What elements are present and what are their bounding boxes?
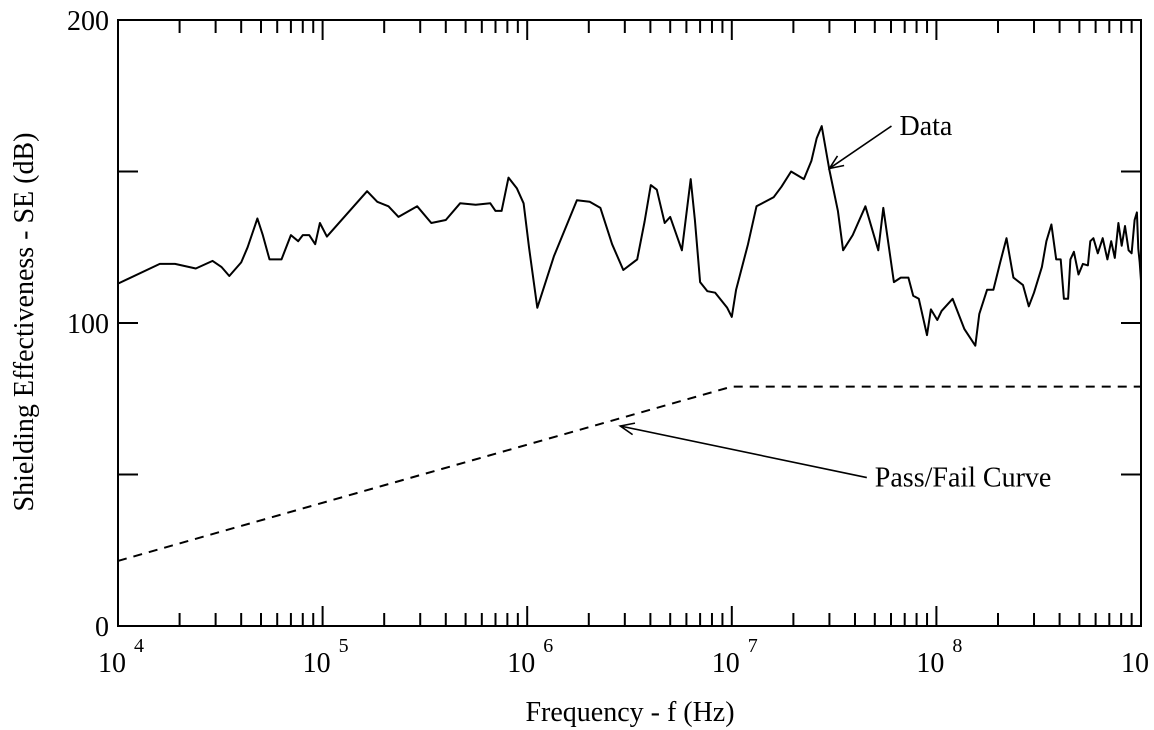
plot-frame [117, 19, 1142, 627]
x-tick-label: 10 [1121, 648, 1149, 679]
annotation-label: Pass/Fail Curve [875, 463, 1052, 494]
annotation-arrow-line [828, 125, 892, 170]
y-axis-label: Shielding Effectiveness - SE (dB) [9, 133, 40, 512]
annotation-label: Data [899, 111, 952, 142]
x-tick-exponent: 8 [952, 635, 962, 657]
data-series-line [117, 125, 1142, 347]
y-tick-label: 100 [67, 309, 109, 340]
annotation-arrowhead [827, 155, 845, 170]
annotation-arrowhead [618, 422, 636, 436]
x-tick-label: 10 [303, 648, 331, 679]
x-tick-label: 10 [916, 648, 944, 679]
x-tick-exponent: 5 [339, 635, 349, 657]
annotations: Data Pass/Fail Curve [618, 111, 1052, 494]
x-tick-label: 10 [98, 648, 126, 679]
axes: 1041051061071081090100200 [67, 6, 1149, 679]
x-tick-label: 10 [507, 648, 535, 679]
x-tick-exponent: 6 [543, 635, 553, 657]
y-tick-label: 0 [95, 612, 109, 643]
annotation-arrow-line [620, 425, 867, 479]
y-tick-label: 200 [67, 6, 109, 37]
series-layer [117, 125, 1142, 562]
pass-fail-curve-line [117, 385, 1141, 562]
x-axis-label: Frequency - f (Hz) [525, 697, 734, 728]
x-tick-exponent: 7 [748, 635, 758, 657]
x-tick-exponent: 4 [134, 635, 144, 657]
x-tick-label: 10 [712, 648, 740, 679]
